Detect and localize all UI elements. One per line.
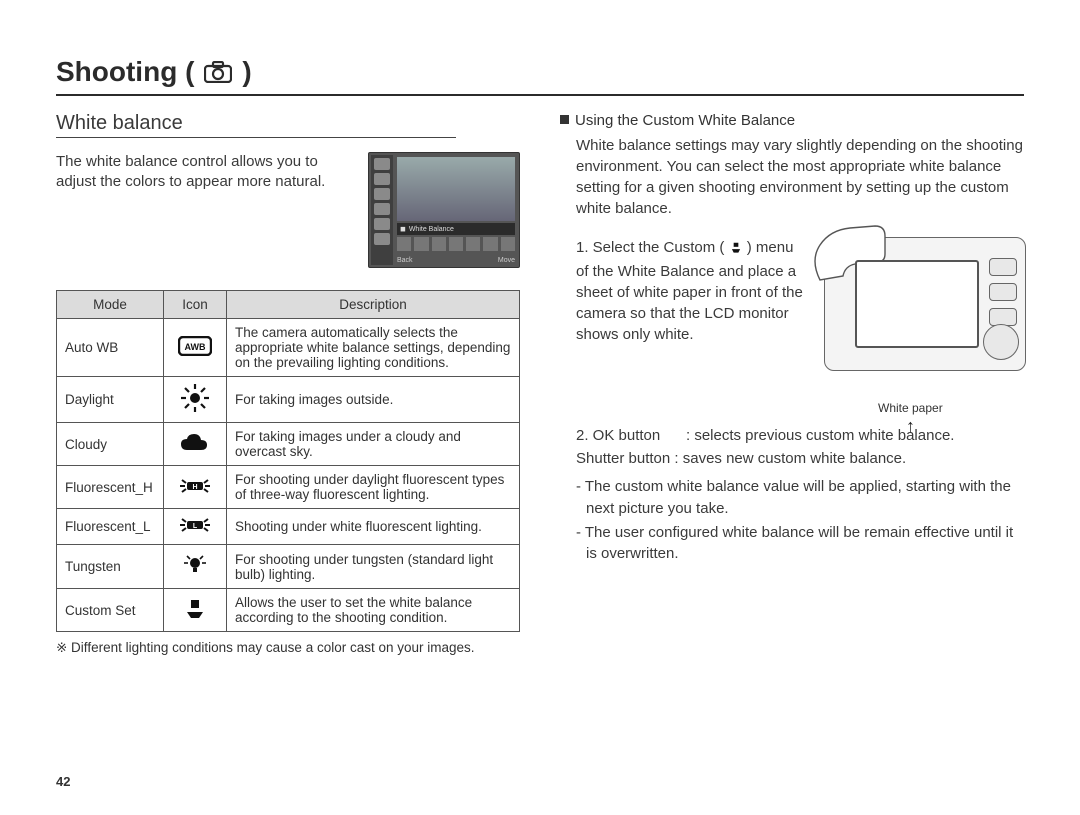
camera-icon — [204, 61, 232, 83]
mode-cell: Cloudy — [57, 423, 164, 466]
step1-a: 1. Select the Custom ( — [576, 239, 724, 256]
shutter-line: Shutter button : saves new custom white … — [576, 448, 1024, 471]
desc-cell: Allows the user to set the white balance… — [227, 589, 520, 632]
heading-tail: ) — [242, 56, 251, 88]
white-balance-table: Mode Icon Description Auto WB AWB The ca… — [56, 290, 520, 632]
table-row: Custom Set Allows the user to set the wh… — [57, 589, 520, 632]
desc-cell: Shooting under white fluorescent lightin… — [227, 509, 520, 545]
bullet-1: - The custom white balance value will be… — [576, 476, 1024, 520]
awb-icon: AWB — [164, 319, 227, 377]
ok-label: 2. OK button — [576, 425, 686, 448]
camera-figure: ↑ White paper — [824, 237, 1024, 415]
table-row: Tungsten For shooting under tungsten (st… — [57, 545, 520, 589]
fluorescent-l-icon: L — [164, 509, 227, 545]
th-icon: Icon — [164, 291, 227, 319]
desc-cell: For taking images outside. — [227, 377, 520, 423]
mode-cell: Fluorescent_H — [57, 466, 164, 509]
figure-caption: White paper — [824, 401, 1024, 415]
page-title: Shooting ( ) — [56, 56, 1024, 96]
svg-text:H: H — [192, 484, 197, 491]
desc-cell: The camera automatically selects the app… — [227, 319, 520, 377]
step-1: 1. Select the Custom ( ) menu of the Whi… — [576, 237, 810, 345]
desc-cell: For taking images under a cloudy and ove… — [227, 423, 520, 466]
table-row: Fluorescent_H H For shooting under dayli… — [57, 466, 520, 509]
lcd-move: Move — [498, 257, 515, 264]
fluorescent-h-icon: H — [164, 466, 227, 509]
mode-cell: Daylight — [57, 377, 164, 423]
square-bullet-icon — [560, 115, 569, 124]
custom-set-icon — [164, 589, 227, 632]
tungsten-icon — [164, 545, 227, 589]
right-subtitle-text: Using the Custom White Balance — [575, 112, 795, 129]
lcd-back: Back — [397, 257, 413, 264]
bullet-2: - The user configured white balance will… — [576, 522, 1024, 566]
svg-text:AWB: AWB — [185, 342, 206, 352]
right-paragraph: White balance settings may vary slightly… — [560, 135, 1024, 219]
table-row: Auto WB AWB The camera automatically sel… — [57, 319, 520, 377]
th-mode: Mode — [57, 291, 164, 319]
lcd-preview: ◼White Balance Back Move — [368, 152, 520, 268]
desc-cell: For shooting under daylight fluorescent … — [227, 466, 520, 509]
heading-text: Shooting ( — [56, 56, 194, 88]
cloud-icon — [164, 423, 227, 466]
intro-text: The white balance control allows you to … — [56, 152, 356, 268]
ok-shutter-block: 2. OK button: selects previous custom wh… — [560, 425, 1024, 470]
custom-inline-icon — [729, 240, 743, 261]
page-number: 42 — [56, 774, 70, 789]
mode-cell: Fluorescent_L — [57, 509, 164, 545]
arrow-up-icon: ↑ — [906, 416, 915, 437]
mode-cell: Custom Set — [57, 589, 164, 632]
right-subtitle: Using the Custom White Balance — [560, 112, 1024, 129]
section-title: White balance — [56, 112, 456, 138]
table-row: Daylight For taking images outside. — [57, 377, 520, 423]
sun-icon — [164, 377, 227, 423]
mode-cell: Tungsten — [57, 545, 164, 589]
mode-cell: Auto WB — [57, 319, 164, 377]
svg-text:L: L — [193, 523, 198, 530]
desc-cell: For shooting under tungsten (standard li… — [227, 545, 520, 589]
lcd-label: White Balance — [409, 226, 454, 233]
footnote: ※ Different lighting conditions may caus… — [56, 640, 520, 656]
th-desc: Description — [227, 291, 520, 319]
table-row: Fluorescent_L L Shooting under white flu… — [57, 509, 520, 545]
table-row: Cloudy For taking images under a cloudy … — [57, 423, 520, 466]
